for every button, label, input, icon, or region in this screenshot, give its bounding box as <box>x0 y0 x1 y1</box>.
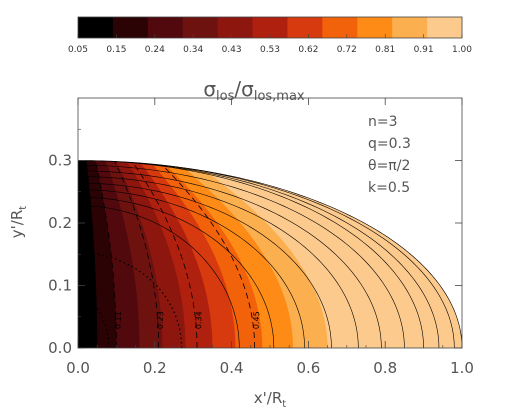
colorbar-tick-label-0: 0.05 <box>68 45 88 55</box>
colorbar-swatch-3 <box>182 17 219 38</box>
solid-contour-4 <box>78 176 359 348</box>
colorbar-swatch-4 <box>217 17 254 38</box>
colorbar-tick-label-1: 0.15 <box>106 45 126 55</box>
colorbar: 0.05 0.15 0.24 0.34 0.43 0.53 0.62 0.72 0.81 0.91… <box>68 16 472 55</box>
colorbar-swatch-7 <box>322 17 358 38</box>
colorbar-swatch-2 <box>147 17 184 38</box>
solid-contour-3 <box>78 182 332 348</box>
colorbar-tick-label-8: 0.81 <box>375 45 395 55</box>
solid-contour-0 <box>78 205 240 348</box>
filled-contours <box>78 160 462 348</box>
x-tick-label-5: 1.0 <box>450 359 474 377</box>
dotted-contours <box>78 252 183 348</box>
dashed-contour-label-2: 0.34 <box>194 311 204 329</box>
solid-contour-8 <box>78 160 440 348</box>
colorbar-title-sigma-den: σ <box>241 77 254 101</box>
colorbar-tick-label-4: 0.43 <box>222 45 242 55</box>
dashed-contour-2 <box>122 160 198 348</box>
colorbar-swatch-10 <box>427 17 463 38</box>
annotation-n: n=3 <box>368 114 398 130</box>
y-axis-label-main: y'/R <box>8 210 26 238</box>
solid-contour-5 <box>78 170 382 348</box>
dashed-contour-1 <box>107 160 160 348</box>
colorbar-title-den-sub: los,max <box>254 89 305 104</box>
x-tick-label-3: 0.6 <box>296 359 320 377</box>
y-tick-label-3: 0.3 <box>48 152 72 170</box>
colorbar-tick-label-2: 0.24 <box>145 45 165 55</box>
dashed-contour-label-1: 0.23 <box>156 311 166 329</box>
x-tick-label-4: 0.8 <box>373 359 397 377</box>
colorbar-swatch-5 <box>252 17 288 38</box>
colorbar-swatch-6 <box>287 17 323 38</box>
colorbar-swatch-9 <box>392 17 428 38</box>
annotation-k: k=0.5 <box>368 180 410 196</box>
colorbar-tick-label-6: 0.62 <box>298 45 318 55</box>
y-tick-label-1: 0.1 <box>48 277 72 295</box>
colorbar-swatch-1 <box>112 17 149 38</box>
colorbar-tick-label-7: 0.72 <box>337 45 357 55</box>
colorbar-tick-label-5: 0.53 <box>260 45 280 55</box>
colorbar-tick-label-9: 0.91 <box>414 45 434 55</box>
dashed-contour-label-0: 0.11 <box>113 311 123 329</box>
x-tick-label-0: 0.0 <box>66 359 90 377</box>
y-axis-label: y'/Rt <box>8 206 29 238</box>
colorbar-title: σlos/σlos,max <box>203 77 305 104</box>
y-axis-label-sub: t <box>18 206 29 210</box>
colorbar-swatch-8 <box>357 17 393 38</box>
colorbar-tick-label-3: 0.34 <box>183 45 203 55</box>
colorbar-title-sigma: σ <box>203 77 216 101</box>
dashed-contour-label-3: 0.45 <box>252 311 262 329</box>
x-tick-label-1: 0.2 <box>143 359 167 377</box>
parameter-annotations: n=3 q=0.3 θ=π/2 k=0.5 <box>368 114 411 196</box>
ellipse-outline <box>78 160 462 348</box>
x-tick-label-2: 0.4 <box>220 359 244 377</box>
x-axis-label-main: x'/R <box>254 389 282 407</box>
annotation-q: q=0.3 <box>368 136 411 152</box>
y-tick-label-0: 0.0 <box>48 339 72 357</box>
colorbar-tick-label-10: 1.00 <box>452 45 472 55</box>
solid-contour-7 <box>78 160 424 348</box>
x-axis-label: x'/Rt <box>254 389 286 409</box>
solid-contour-1 <box>78 196 275 348</box>
axes: 0.0 0.2 0.4 0.6 0.8 1.0 0.0 0.1 0.2 0.3 <box>48 97 474 377</box>
solid-contours <box>78 160 455 348</box>
y-tick-label-2: 0.2 <box>48 214 72 232</box>
x-axis-label-sub: t <box>282 399 286 409</box>
dotted-contour-0 <box>78 297 110 348</box>
colorbar-title-num-sub: los <box>216 89 235 104</box>
solid-contour-6 <box>78 164 405 348</box>
colorbar-swatch-0 <box>78 17 114 38</box>
dashed-contour-3 <box>143 160 256 348</box>
solid-contour-2 <box>78 189 305 348</box>
dashed-contour-0 <box>91 160 117 348</box>
plot-area: 0.11 0.23 0.34 0.45 <box>78 160 462 348</box>
annotation-theta: θ=π/2 <box>368 158 410 174</box>
dashed-contours: 0.11 0.23 0.34 0.45 <box>91 160 262 348</box>
